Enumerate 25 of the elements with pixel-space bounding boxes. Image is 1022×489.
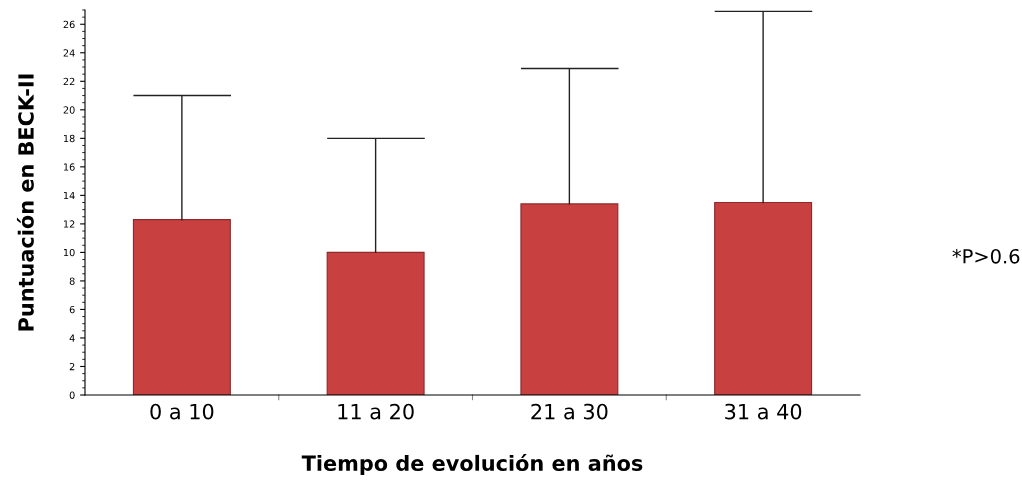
- y-axis-title: Puntuación en BECK-II: [16, 74, 34, 331]
- y-tick-label: 2: [69, 362, 75, 371]
- text: *P>0.6: [952, 248, 1020, 264]
- x-axis-title: Tiempo de evolución en años: [301, 454, 643, 476]
- y-tick-label: 12: [63, 220, 75, 228]
- y-tick-label: 22: [63, 77, 75, 85]
- y-tick-label: 6: [69, 305, 75, 314]
- y-tick-label: 24: [63, 49, 75, 57]
- y-tick-label: 26: [63, 20, 75, 29]
- y-tick-label: 10: [63, 248, 75, 257]
- x-tick-label: 21 a 30: [531, 403, 608, 420]
- bar: [714, 201, 813, 395]
- y-tick-label: 18: [63, 134, 75, 143]
- y-tick-label: 20: [63, 106, 75, 114]
- y-tick-label: 8: [69, 277, 75, 285]
- x-tick-label: 31 a 40: [725, 403, 802, 420]
- bar: [326, 251, 425, 395]
- y-tick-label: 4: [69, 334, 75, 342]
- y-tick-label: 0: [69, 391, 75, 399]
- x-tick-label: 0 a 10: [150, 403, 214, 420]
- y-tick-label: 14: [63, 191, 75, 200]
- x-tick-label: 11 a 20: [338, 403, 414, 420]
- bar: [132, 219, 231, 395]
- y-tick-label: 16: [63, 163, 75, 171]
- bar: [520, 203, 619, 395]
